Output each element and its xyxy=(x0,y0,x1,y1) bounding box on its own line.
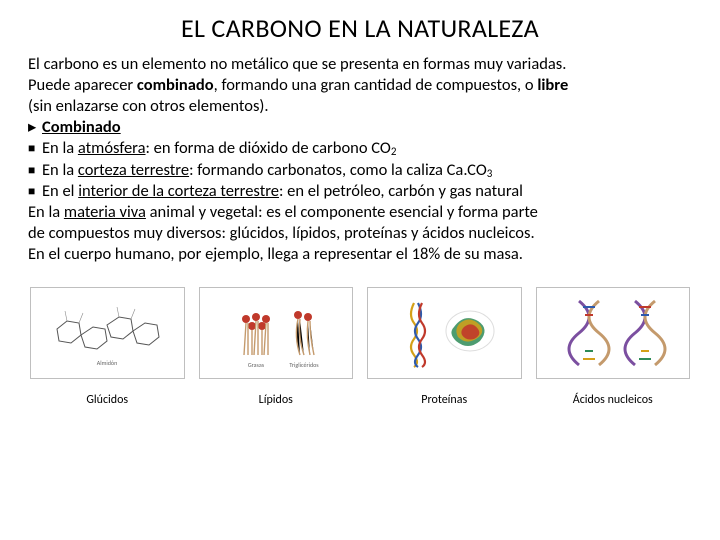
materia-viva-line-3: En el cuerpo humano, por ejemplo, llega … xyxy=(28,244,692,265)
bullet-corteza: ■En la corteza terrestre: formando carbo… xyxy=(28,160,692,181)
intro-line-3: (sin enlazarse con otros elementos). xyxy=(28,96,692,117)
page-title: EL CARBONO EN LA NATURALEZA xyxy=(28,12,692,44)
square-bullet-icon: ■ xyxy=(28,164,42,179)
figure-glucidos: Almidón Glúcidos xyxy=(30,287,185,407)
svg-text:Triglicéridos: Triglicéridos xyxy=(289,361,319,369)
figure-lipidos: Grasas Triglicéridos Lípidos xyxy=(199,287,354,407)
lipidos-icon: Grasas Triglicéridos xyxy=(206,293,346,373)
term-combinado: combinado xyxy=(137,75,214,95)
dna-icon xyxy=(543,293,683,373)
term-interior: interior de la corteza terrestre xyxy=(78,181,279,201)
text: En la xyxy=(42,160,78,180)
svg-text:Almidón: Almidón xyxy=(97,359,118,367)
glucidos-icon: Almidón xyxy=(37,293,177,373)
text: Puede aparecer xyxy=(28,75,137,95)
text: , formando una gran cantidad de compuest… xyxy=(214,75,538,95)
square-bullet-icon: ■ xyxy=(28,142,42,157)
figures-row: Almidón Glúcidos xyxy=(28,287,692,407)
term-materia-viva: materia viva xyxy=(64,202,146,222)
figure-acidos-nucleicos: Ácidos nucleicos xyxy=(536,287,691,407)
body-text: El carbono es un elemento no metálico qu… xyxy=(28,54,692,265)
text: En la xyxy=(42,138,78,158)
text: : formando carbonatos, como la caliza Ca… xyxy=(189,160,487,180)
figure-caption: Ácidos nucleicos xyxy=(573,393,653,407)
figure-image xyxy=(536,287,691,379)
figure-proteinas: Proteínas xyxy=(367,287,522,407)
text: : en el petróleo, carbón y gas natural xyxy=(279,181,523,201)
intro-line-2: Puede aparecer combinado, formando una g… xyxy=(28,75,692,96)
intro-line-1: El carbono es un elemento no metálico qu… xyxy=(28,54,692,75)
figure-caption: Proteínas xyxy=(421,393,467,407)
heading-label: Combinado xyxy=(42,117,121,137)
term-libre: libre xyxy=(537,75,568,95)
svg-text:Grasas: Grasas xyxy=(248,361,265,369)
text: En la xyxy=(28,202,64,222)
triangle-bullet-icon: ▸ xyxy=(28,117,42,138)
square-bullet-icon: ■ xyxy=(28,185,42,200)
materia-viva-line-1: En la materia viva animal y vegetal: es … xyxy=(28,202,692,223)
term-atmosfera: atmósfera xyxy=(78,138,146,158)
text: En el xyxy=(42,181,78,201)
heading-combinado: ▸Combinado xyxy=(28,117,692,138)
bullet-interior: ■En el interior de la corteza terrestre:… xyxy=(28,181,692,202)
figure-caption: Glúcidos xyxy=(86,393,128,407)
figure-image xyxy=(367,287,522,379)
figure-caption: Lípidos xyxy=(259,393,293,407)
proteinas-icon xyxy=(374,293,514,373)
figure-image: Almidón xyxy=(30,287,185,379)
term-corteza: corteza terrestre xyxy=(78,160,189,180)
subscript: 2 xyxy=(391,145,397,158)
text: animal y vegetal: es el componente esenc… xyxy=(146,202,538,222)
text: : en forma de dióxido de carbono CO xyxy=(146,138,391,158)
bullet-atmosfera: ■En la atmósfera: en forma de dióxido de… xyxy=(28,138,692,159)
figure-image: Grasas Triglicéridos xyxy=(199,287,354,379)
materia-viva-line-2: de compuestos muy diversos: glúcidos, lí… xyxy=(28,223,692,244)
subscript: 3 xyxy=(487,167,493,180)
